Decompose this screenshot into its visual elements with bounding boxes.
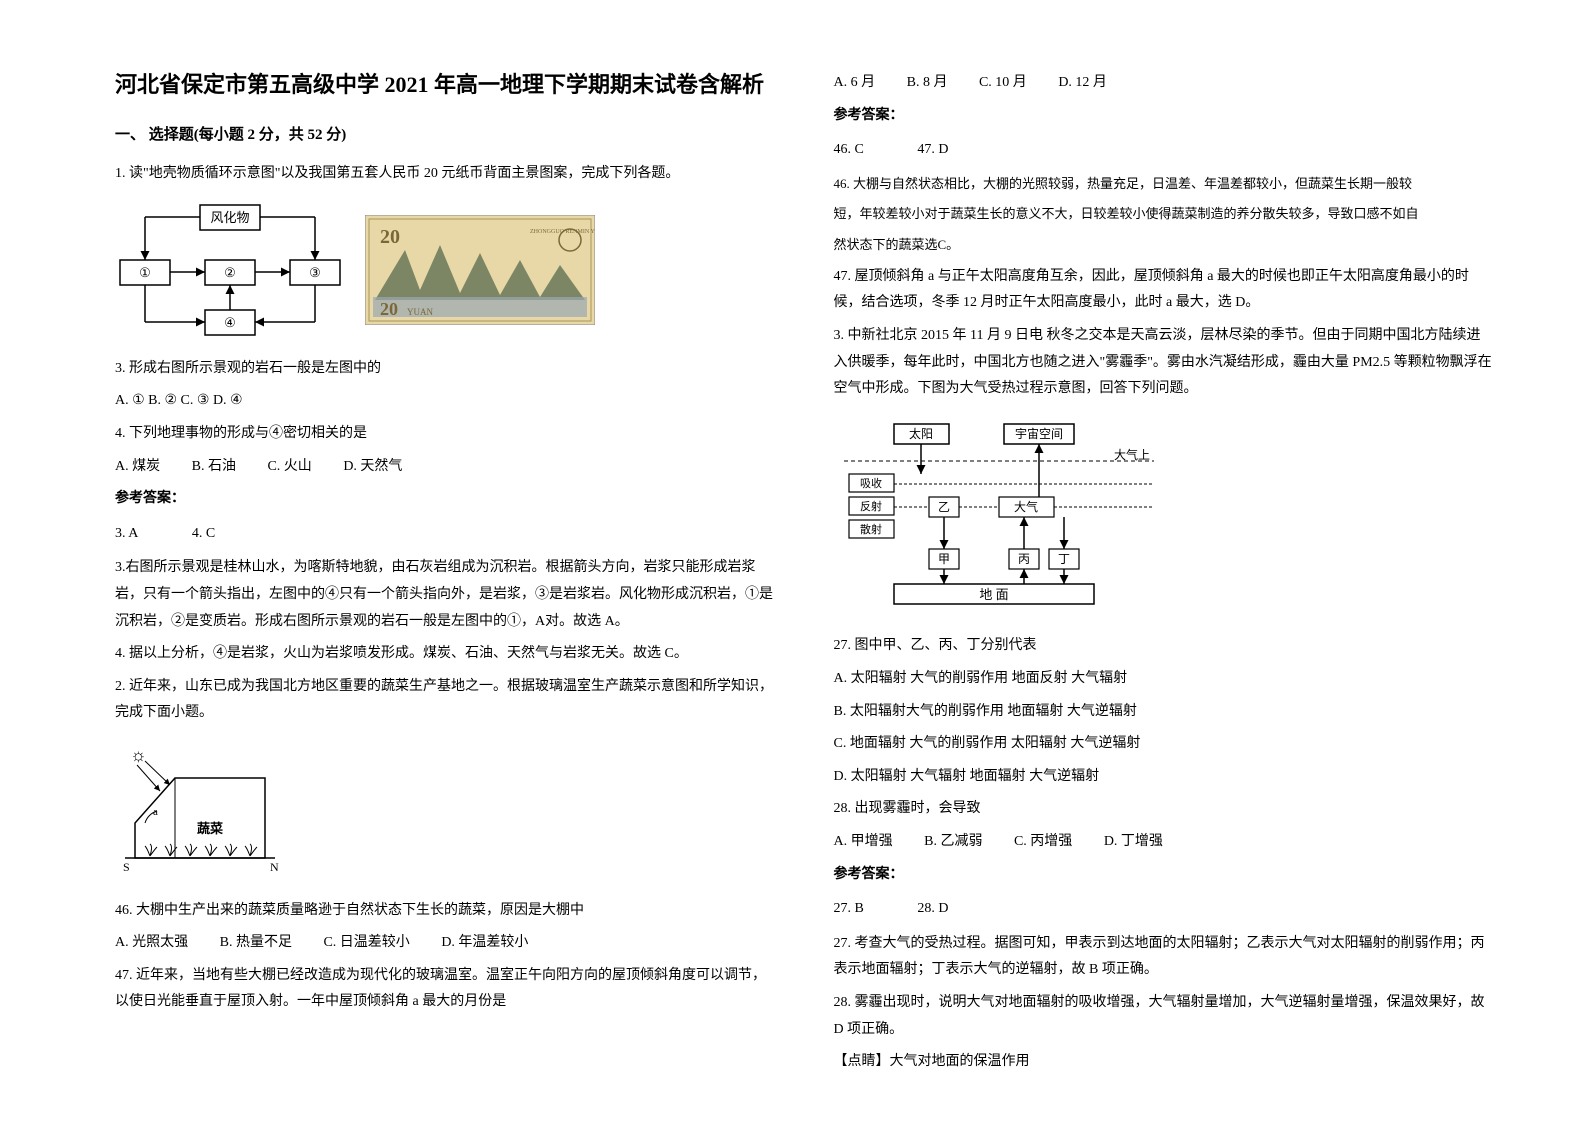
q27-explanation: 27. 考查大气的受热过程。据图可知，甲表示到达地面的太阳辐射；乙表示大气对太阳… xyxy=(834,931,1493,984)
q27-opt-a: A. 太阳辐射 大气的削弱作用 地面反射 大气辐射 xyxy=(834,666,1493,693)
q47-opt-c: C. 10 月 xyxy=(979,75,1027,90)
svg-text:④: ④ xyxy=(224,315,236,330)
svg-text:吸收: 吸收 xyxy=(860,476,882,490)
q3main-intro: 3. 中新社北京 2015 年 11 月 9 日电 秋冬之交本是天高云淡，层林尽… xyxy=(834,323,1493,403)
q34-answers: 3. A 4. C xyxy=(115,521,774,548)
exam-title: 河北省保定市第五高级中学 2021 年高一地理下学期期末试卷含解析 xyxy=(115,70,774,101)
rock-cycle-diagram: 风化物 ① ② ③ ④ xyxy=(115,200,345,340)
svg-text:丙: 丙 xyxy=(1017,552,1029,566)
q46-explanation-3: 然状态下的蔬菜选C。 xyxy=(834,233,1493,258)
answer-label-1: 参考答案： xyxy=(115,486,774,513)
svg-text:S: S xyxy=(123,860,130,873)
q3-explanation: 3.右图所示景观是桂林山水，为喀斯特地貌，由石灰岩组成为沉积岩。根据箭头方向，岩… xyxy=(115,555,774,635)
q2728-answers: 27. B 28. D xyxy=(834,896,1493,923)
q28-options: A. 甲增强 B. 乙减弱 C. 丙增强 D. 丁增强 xyxy=(834,829,1493,856)
q4-options: A. 煤炭 B. 石油 C. 火山 D. 天然气 xyxy=(115,454,774,481)
q47-opt-a: A. 6 月 xyxy=(834,75,876,90)
q28-opt-b: B. 乙减弱 xyxy=(924,834,982,849)
q1-intro: 1. 读"地壳物质循环示意图"以及我国第五套人民币 20 元纸币背面主景图案，完… xyxy=(115,161,774,188)
svg-text:地 面: 地 面 xyxy=(979,587,1008,602)
q3-text: 3. 形成右图所示景观的岩石一般是左图中的 xyxy=(115,356,774,383)
q4-explanation: 4. 据以上分析，④是岩浆，火山为岩浆喷发形成。煤炭、石油、天然气与岩浆无关。故… xyxy=(115,641,774,668)
answer-label-3: 参考答案： xyxy=(834,862,1493,889)
section-heading: 一、 选择题(每小题 2 分，共 52 分) xyxy=(115,121,774,150)
q46-answer: 46. C xyxy=(834,142,864,157)
svg-text:丁: 丁 xyxy=(1057,552,1069,566)
svg-text:③: ③ xyxy=(309,265,321,280)
svg-text:太阳: 太阳 xyxy=(908,426,932,441)
q47-opt-d: D. 12 月 xyxy=(1058,75,1107,90)
q4-answer: 4. C xyxy=(192,526,215,541)
q47-options: A. 6 月 B. 8 月 C. 10 月 D. 12 月 xyxy=(834,70,1493,97)
q28-opt-d: D. 丁增强 xyxy=(1104,834,1163,849)
svg-text:20: 20 xyxy=(380,226,400,248)
banknote-image: 20 ZHONGGUO RENMIN YINHANG 20 YUAN xyxy=(365,215,595,325)
q3-answer: 3. A xyxy=(115,526,138,541)
q46-explanation-1: 46. 大棚与自然状态相比，大棚的光照较弱，热量充足，日温差、年温差都较小，但蔬… xyxy=(834,172,1493,197)
svg-text:20: 20 xyxy=(380,299,398,319)
svg-text:宇宙空间: 宇宙空间 xyxy=(1014,426,1062,441)
q3-options: A. ① B. ② C. ③ D. ④ xyxy=(115,388,774,415)
svg-text:①: ① xyxy=(139,265,151,280)
q47-text: 47. 近年来，当地有些大棚已经改造成为现代化的玻璃温室。温室正午向阳方向的屋顶… xyxy=(115,963,774,1016)
q27-opt-d: D. 太阳辐射 大气辐射 地面辐射 大气逆辐射 xyxy=(834,764,1493,791)
svg-text:甲: 甲 xyxy=(937,552,949,566)
svg-text:反射: 反射 xyxy=(860,499,882,513)
q47-explanation: 47. 屋顶倾斜角 a 与正午太阳高度角互余，因此，屋顶倾斜角 a 最大的时候也… xyxy=(834,264,1493,317)
svg-text:散射: 散射 xyxy=(860,522,882,536)
q4-opt-c: C. 火山 xyxy=(267,459,311,474)
q2-intro: 2. 近年来，山东已成为我国北方地区重要的蔬菜生产基地之一。根据玻璃温室生产蔬菜… xyxy=(115,674,774,727)
tip-text: 【点睛】大气对地面的保温作用 xyxy=(834,1049,1493,1076)
q46-opt-d: D. 年温差较小 xyxy=(441,935,528,950)
greenhouse-diagram: ☼ a 蔬菜 S N xyxy=(115,743,285,873)
q4-opt-d: D. 天然气 xyxy=(343,459,402,474)
svg-text:☼: ☼ xyxy=(130,745,147,765)
q4-text: 4. 下列地理事物的形成与④密切相关的是 xyxy=(115,421,774,448)
q46-opt-c: C. 日温差较小 xyxy=(323,935,409,950)
svg-text:②: ② xyxy=(224,265,236,280)
q46-opt-b: B. 热量不足 xyxy=(220,935,292,950)
svg-text:蔬菜: 蔬菜 xyxy=(197,821,223,836)
heat-diagram: 太阳 宇宙空间 大气上 吸收 反射 散射 乙 大气 甲 丙 丁 xyxy=(834,419,1164,609)
svg-text:大气上: 大气上 xyxy=(1114,447,1150,462)
q27-opt-b: B. 太阳辐射大气的削弱作用 地面辐射 大气逆辐射 xyxy=(834,699,1493,726)
answer-label-2: 参考答案： xyxy=(834,103,1493,130)
q47-answer: 47. D xyxy=(917,142,948,157)
q47-opt-b: B. 8 月 xyxy=(907,75,948,90)
q28-explanation: 28. 雾霾出现时，说明大气对地面辐射的吸收增强，大气辐射量增加，大气逆辐射量增… xyxy=(834,990,1493,1043)
svg-text:YUAN: YUAN xyxy=(407,307,433,317)
q46-text: 46. 大棚中生产出来的蔬菜质量略逊于自然状态下生长的蔬菜，原因是大棚中 xyxy=(115,898,774,925)
q4-opt-a: A. 煤炭 xyxy=(115,459,160,474)
svg-text:N: N xyxy=(270,860,279,873)
q46-options: A. 光照太强 B. 热量不足 C. 日温差较小 D. 年温差较小 xyxy=(115,930,774,957)
q4-opt-b: B. 石油 xyxy=(192,459,236,474)
q28-answer: 28. D xyxy=(917,901,948,916)
q27-opt-c: C. 地面辐射 大气的削弱作用 太阳辐射 大气逆辐射 xyxy=(834,731,1493,758)
q28-text: 28. 出现雾霾时，会导致 xyxy=(834,796,1493,823)
q46-opt-a: A. 光照太强 xyxy=(115,935,188,950)
q46-explanation-2: 短，年较差较小对于蔬菜生长的意义不大，日较差较小使得蔬菜制造的养分散失较多，导致… xyxy=(834,202,1493,227)
svg-text:乙: 乙 xyxy=(937,500,949,514)
svg-text:风化物: 风化物 xyxy=(210,210,249,225)
q27-answer: 27. B xyxy=(834,901,864,916)
q28-opt-a: A. 甲增强 xyxy=(834,834,893,849)
q28-opt-c: C. 丙增强 xyxy=(1014,834,1072,849)
svg-text:大气: 大气 xyxy=(1013,499,1037,514)
q4647-answers: 46. C 47. D xyxy=(834,137,1493,164)
q27-text: 27. 图中甲、乙、丙、丁分别代表 xyxy=(834,633,1493,660)
